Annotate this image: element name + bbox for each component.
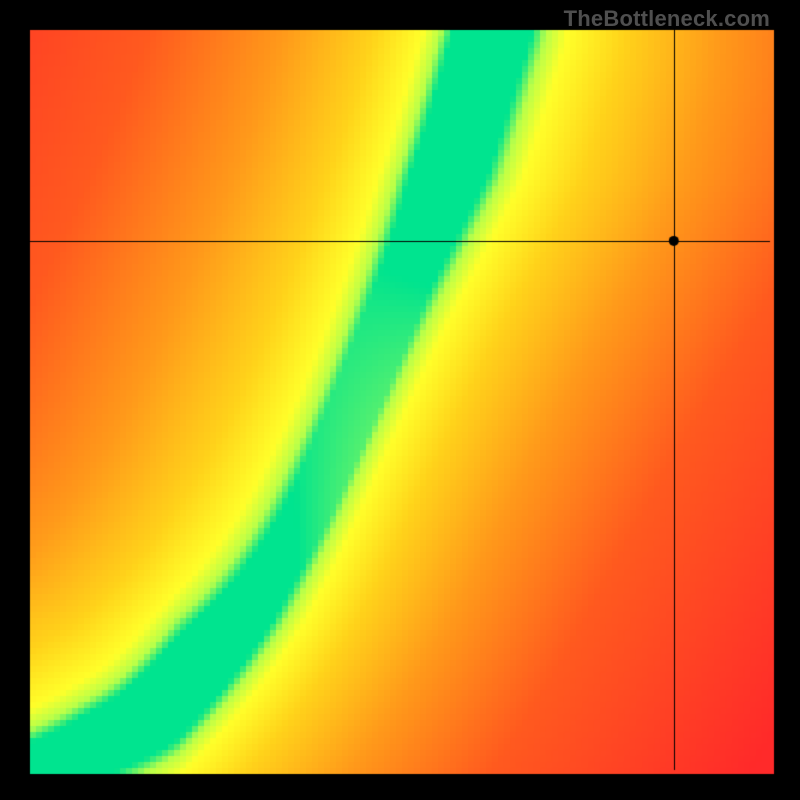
heatmap-chart: TheBottleneck.com xyxy=(0,0,800,800)
heatmap-canvas xyxy=(0,0,800,800)
watermark-text: TheBottleneck.com xyxy=(564,6,770,32)
